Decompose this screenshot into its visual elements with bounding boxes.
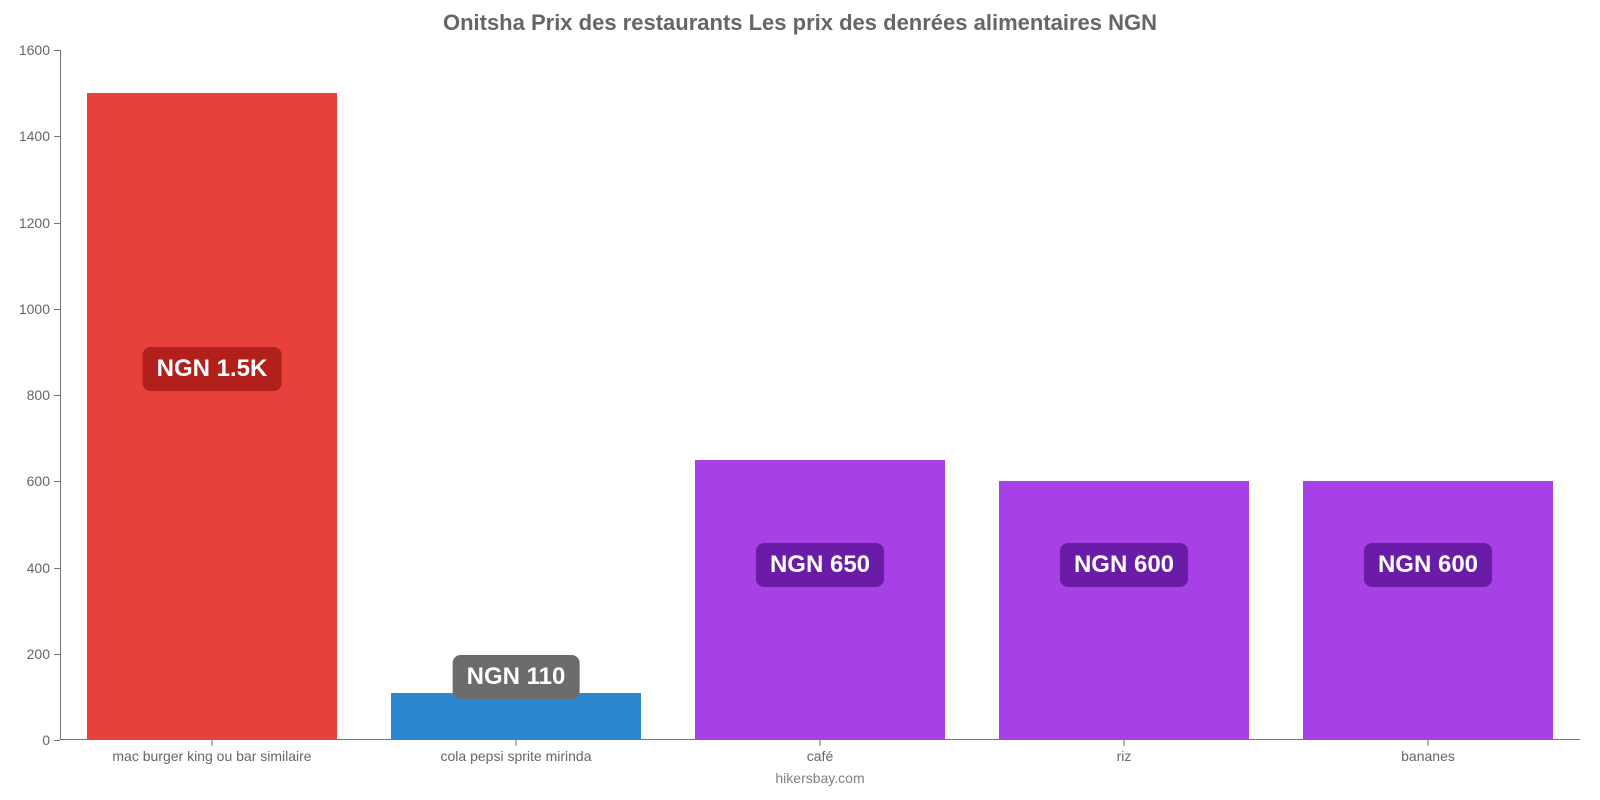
bar	[1303, 481, 1552, 740]
x-tick-label: mac burger king ou bar similaire	[112, 748, 311, 764]
bar	[391, 693, 640, 740]
y-tick-mark	[54, 740, 60, 741]
bar-slot: NGN 650	[668, 50, 972, 740]
y-tick-label: 400	[27, 560, 50, 576]
bar	[695, 460, 944, 740]
bar	[87, 93, 336, 740]
y-tick-label: 0	[42, 732, 50, 748]
bar-slot: NGN 1.5K	[60, 50, 364, 740]
y-tick-label: 800	[27, 387, 50, 403]
bar-slot: NGN 110	[364, 50, 668, 740]
source-label: hikersbay.com	[775, 770, 864, 786]
y-tick-label: 1600	[19, 42, 50, 58]
value-badge: NGN 650	[756, 543, 884, 587]
value-badge: NGN 1.5K	[143, 347, 282, 391]
x-tick-mark	[820, 740, 821, 746]
x-tick-mark	[1124, 740, 1125, 746]
bar	[999, 481, 1248, 740]
chart-container: Onitsha Prix des restaurants Les prix de…	[0, 0, 1600, 800]
y-tick-label: 1200	[19, 215, 50, 231]
chart-title: Onitsha Prix des restaurants Les prix de…	[0, 0, 1600, 36]
y-tick-label: 1000	[19, 301, 50, 317]
value-badge: NGN 110	[453, 655, 580, 699]
y-tick-label: 200	[27, 646, 50, 662]
value-badge: NGN 600	[1060, 543, 1188, 587]
plot-area: 02004006008001000120014001600 NGN 1.5Kma…	[60, 50, 1580, 740]
bars-area: NGN 1.5Kmac burger king ou bar similaire…	[60, 50, 1580, 740]
x-tick-mark	[516, 740, 517, 746]
y-tick-label: 1400	[19, 128, 50, 144]
x-tick-label: riz	[1117, 748, 1132, 764]
value-badge: NGN 600	[1364, 543, 1492, 587]
y-tick-label: 600	[27, 473, 50, 489]
bar-slot: NGN 600	[972, 50, 1276, 740]
x-tick-label: bananes	[1401, 748, 1455, 764]
x-tick-label: cola pepsi sprite mirinda	[441, 748, 592, 764]
x-tick-label: café	[807, 748, 833, 764]
bar-slot: NGN 600	[1276, 50, 1580, 740]
x-tick-mark	[1428, 740, 1429, 746]
x-tick-mark	[212, 740, 213, 746]
